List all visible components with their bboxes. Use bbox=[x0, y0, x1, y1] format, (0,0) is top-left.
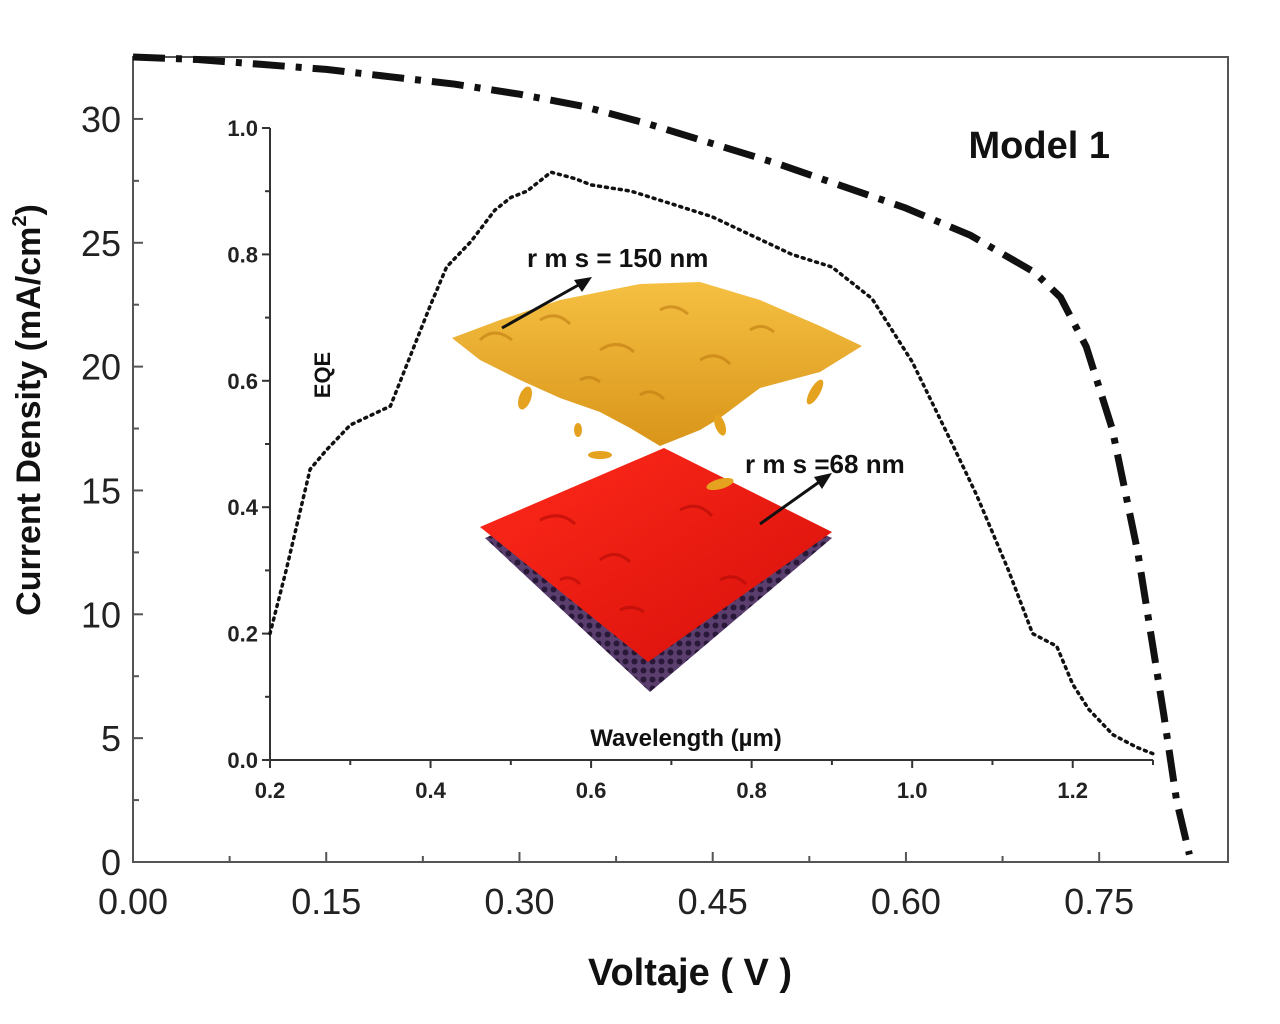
gold-fragment bbox=[574, 423, 582, 437]
main-y-tick-label: 10 bbox=[81, 594, 121, 635]
y-axis-label: Current Density (mA/cm2) bbox=[9, 204, 48, 616]
main-x-tick-label: 0.30 bbox=[484, 881, 554, 922]
main-x-tick-label: 0.45 bbox=[678, 881, 748, 922]
main-x-tick-label: 0.15 bbox=[291, 881, 361, 922]
red-film-surface bbox=[480, 448, 832, 662]
gold-fragment bbox=[588, 451, 612, 459]
inset-x-tick-label: 1.2 bbox=[1057, 778, 1088, 803]
inset-x-tick-label: 0.4 bbox=[415, 778, 446, 803]
inset-x-axis-label: Wavelength (µm) bbox=[590, 725, 782, 752]
main-axes: 0.00 0.15 0.30 0.45 0.60 0.75 0 5 10 15 20 25 30 bbox=[81, 53, 1193, 922]
main-x-tick-label: 0.00 bbox=[98, 881, 168, 922]
chart-title: Model 1 bbox=[969, 125, 1110, 167]
inset-x-tick-label: 0.2 bbox=[255, 778, 286, 803]
inset-y-tick-label: 0.4 bbox=[227, 495, 258, 520]
gold-fragment bbox=[713, 414, 727, 436]
inset-x-tick-label: 1.0 bbox=[897, 778, 928, 803]
inset-y-tick-label: 0.0 bbox=[227, 748, 258, 773]
gold-fragment bbox=[806, 379, 824, 405]
main-y-tick-label: 15 bbox=[81, 470, 121, 511]
gold-fragment bbox=[518, 386, 532, 410]
annotation-rms-68: r m s =68 nm bbox=[745, 449, 905, 479]
annotation-arrow-150 bbox=[501, 281, 583, 330]
inset-y-axis-label: EQE bbox=[310, 352, 335, 398]
y-axis-label-main: Current Density (mA/cm bbox=[10, 227, 48, 616]
red-film-texture bbox=[539, 504, 748, 614]
inset-y-tick-label: 0.8 bbox=[227, 242, 258, 267]
main-plot-frame bbox=[132, 56, 1229, 863]
gold-film-surface bbox=[452, 282, 862, 446]
gold-fragment bbox=[706, 477, 734, 491]
jv-curve bbox=[132, 53, 1193, 856]
main-y-tick-label: 30 bbox=[81, 99, 121, 140]
inset-y-tick-label: 0.2 bbox=[227, 622, 258, 647]
inset-y-tick-label: 1.0 bbox=[227, 116, 258, 141]
surface-illustration bbox=[452, 277, 862, 692]
main-y-tick-label: 20 bbox=[81, 347, 121, 388]
main-y-tick-label: 0 bbox=[101, 842, 121, 883]
main-y-tick-label: 5 bbox=[101, 718, 121, 759]
y-axis-label-sup: 2 bbox=[9, 216, 31, 227]
inset-x-tick-label: 0.8 bbox=[736, 778, 767, 803]
annotation-rms-150: r m s = 150 nm bbox=[527, 243, 708, 273]
main-x-tick-label: 0.75 bbox=[1064, 881, 1134, 922]
x-axis-label: Voltaje ( V ) bbox=[588, 952, 792, 994]
gold-film-texture bbox=[478, 305, 775, 401]
annotation-arrowhead-68 bbox=[814, 473, 832, 489]
main-y-tick-label: 25 bbox=[81, 223, 121, 264]
main-x-tick-label: 0.60 bbox=[871, 881, 941, 922]
inset-x-tick-label: 0.6 bbox=[576, 778, 607, 803]
eqe-curve bbox=[268, 170, 1155, 756]
inset-axes: 0.2 0.4 0.6 0.8 1.0 1.2 0.0 0.2 0.4 0.6 0.8 1.0 bbox=[227, 116, 1155, 803]
inset-y-tick-label: 0.6 bbox=[227, 369, 258, 394]
annotation-arrow-68 bbox=[759, 478, 823, 526]
y-axis-label-close: ) bbox=[10, 204, 48, 215]
annotation-arrowhead-150 bbox=[574, 277, 592, 292]
